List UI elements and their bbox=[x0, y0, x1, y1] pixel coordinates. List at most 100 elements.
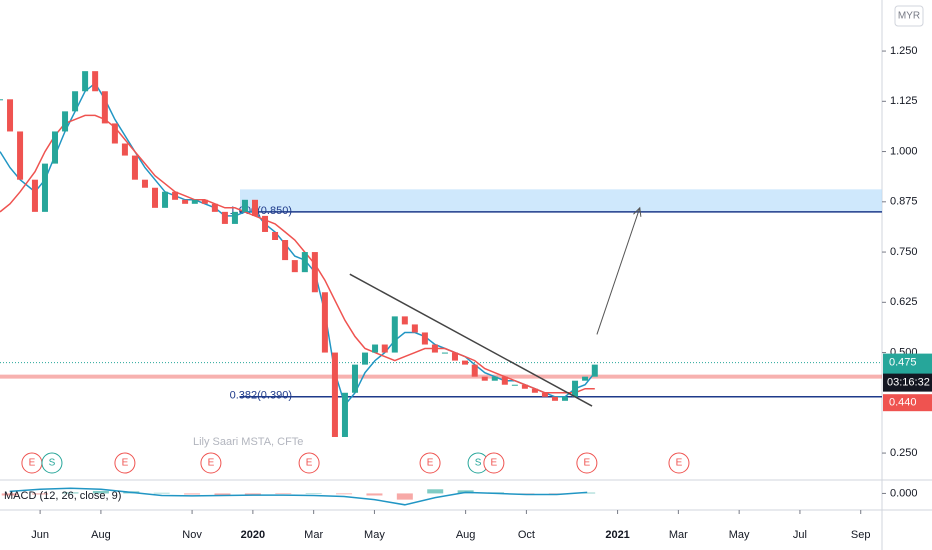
y-tick-label: 0.250 bbox=[890, 447, 918, 459]
candle bbox=[152, 187, 159, 208]
candle bbox=[372, 344, 379, 353]
macd-histogram bbox=[427, 489, 444, 494]
x-tick-label: Mar bbox=[304, 529, 323, 541]
macd-histogram bbox=[184, 493, 201, 495]
candle bbox=[301, 252, 308, 273]
candle bbox=[401, 316, 408, 325]
candle bbox=[17, 131, 24, 180]
candle bbox=[381, 344, 388, 353]
watermark: Lily Saari MSTA, CFTe bbox=[193, 436, 303, 448]
macd-histogram bbox=[518, 493, 535, 494]
candle bbox=[121, 143, 128, 156]
candle bbox=[92, 71, 99, 92]
trendline bbox=[349, 273, 593, 407]
candle bbox=[362, 352, 369, 365]
event-label: E bbox=[676, 458, 683, 469]
candle bbox=[131, 155, 138, 180]
event-marker: E bbox=[21, 452, 43, 474]
candle bbox=[211, 203, 218, 212]
candle bbox=[182, 199, 189, 204]
candle bbox=[282, 240, 289, 261]
event-marker: E bbox=[200, 452, 222, 474]
candle bbox=[572, 380, 579, 397]
event-label: E bbox=[122, 458, 129, 469]
event-marker: S bbox=[41, 452, 63, 474]
x-tick-label: 2020 bbox=[241, 529, 265, 541]
event-marker: E bbox=[419, 452, 441, 474]
event-label: E bbox=[306, 458, 313, 469]
candle bbox=[421, 332, 428, 345]
candle bbox=[191, 199, 198, 204]
event-label: S bbox=[475, 458, 482, 469]
support-label: 0.440 bbox=[889, 397, 917, 409]
candle bbox=[471, 364, 478, 377]
macd-label: MACD (12, 26, close, 9) bbox=[4, 490, 121, 502]
candle bbox=[201, 199, 208, 204]
macd-tick-label: 0.000 bbox=[890, 487, 918, 499]
candle bbox=[0, 99, 3, 101]
x-tick-label: May bbox=[364, 529, 385, 541]
candle bbox=[321, 292, 328, 353]
candle bbox=[72, 91, 79, 112]
event-label: E bbox=[491, 458, 498, 469]
countdown-bg bbox=[883, 373, 932, 392]
candle bbox=[162, 191, 169, 208]
candle bbox=[481, 376, 488, 381]
candle bbox=[331, 352, 338, 437]
y-tick-label: 1.250 bbox=[890, 45, 918, 57]
candle bbox=[41, 163, 48, 212]
event-marker: E bbox=[298, 452, 320, 474]
macd-histogram bbox=[1, 493, 18, 496]
candle bbox=[551, 396, 558, 401]
macd-histogram bbox=[214, 493, 231, 496]
candle bbox=[341, 392, 348, 437]
x-tick-label: Aug bbox=[91, 529, 111, 541]
macd-histogram bbox=[32, 493, 49, 495]
event-circle bbox=[41, 452, 63, 474]
event-circle bbox=[668, 452, 690, 474]
event-label: E bbox=[427, 458, 434, 469]
candle bbox=[251, 199, 258, 216]
event-marker: E bbox=[576, 452, 598, 474]
macd-histogram bbox=[92, 490, 109, 494]
support-label-bg bbox=[883, 394, 932, 412]
macd-histogram bbox=[244, 493, 261, 495]
countdown: 03:16:32 bbox=[887, 377, 930, 389]
candle bbox=[582, 376, 589, 381]
candle bbox=[431, 344, 438, 353]
candle bbox=[441, 352, 448, 354]
candle bbox=[462, 360, 469, 365]
event-label: E bbox=[29, 458, 36, 469]
x-tick-label: Aug bbox=[456, 529, 476, 541]
x-tick-label: Jul bbox=[793, 529, 807, 541]
macd-histogram bbox=[336, 493, 353, 495]
event-circle bbox=[576, 452, 598, 474]
fib-level-label: 0.382(0.390) bbox=[230, 390, 292, 402]
candle bbox=[541, 392, 548, 397]
candle bbox=[391, 316, 398, 353]
fib-zone bbox=[240, 189, 882, 212]
event-circle bbox=[114, 452, 136, 474]
candle bbox=[221, 211, 228, 224]
candle bbox=[411, 324, 418, 333]
candle bbox=[501, 376, 508, 385]
arrow-head bbox=[633, 206, 642, 217]
projection-arrow bbox=[596, 207, 641, 335]
candle bbox=[531, 388, 538, 393]
event-circle bbox=[200, 452, 222, 474]
candle bbox=[111, 123, 118, 144]
candle bbox=[31, 179, 38, 212]
x-tick-label: Sep bbox=[851, 529, 871, 541]
y-tick-label: 0.750 bbox=[890, 246, 918, 258]
macd-histogram bbox=[153, 492, 170, 494]
candle bbox=[262, 215, 269, 232]
x-tick-label: May bbox=[729, 529, 750, 541]
currency-button[interactable] bbox=[894, 5, 924, 27]
event-label: E bbox=[584, 458, 591, 469]
macd-histogram bbox=[396, 493, 413, 500]
y-tick-label: 0.875 bbox=[890, 196, 918, 208]
x-tick-label: 2021 bbox=[605, 529, 629, 541]
candle bbox=[141, 179, 148, 188]
candle bbox=[451, 352, 458, 361]
